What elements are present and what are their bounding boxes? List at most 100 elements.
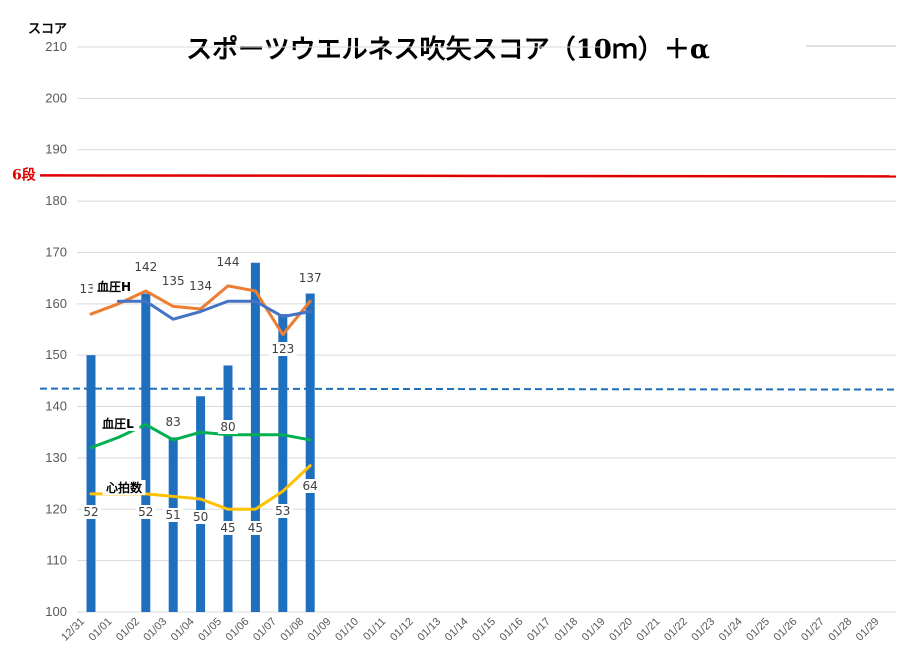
- x-tick-label: 01/06: [224, 616, 252, 644]
- data-label: 135: [162, 274, 185, 288]
- x-tick-label: 01/27: [799, 616, 827, 644]
- series-label-bg: [92, 279, 136, 294]
- chart-title: スポーツウエルネス吹矢スコア（10ｍ）＋α: [186, 34, 710, 65]
- data-label: 123: [271, 342, 294, 356]
- y-tick-label: 160: [45, 296, 67, 311]
- series-line: [89, 284, 312, 337]
- bar: [223, 365, 233, 612]
- y-tick-label: 140: [45, 399, 67, 414]
- data-label: 137: [299, 271, 322, 285]
- data-label-bg: [300, 479, 321, 493]
- data-label-bg: [218, 420, 238, 434]
- y-tick-label: 100: [45, 604, 67, 619]
- data-label-bg: [245, 521, 266, 535]
- data-label: 144: [217, 255, 240, 269]
- series-line: [89, 423, 312, 450]
- data-label-bg: [135, 505, 156, 519]
- bar: [250, 262, 260, 612]
- x-tick-label: 01/03: [141, 616, 169, 644]
- y-tick-label: 180: [45, 193, 67, 208]
- bars: [86, 262, 315, 612]
- x-tick-label: 01/29: [854, 616, 882, 644]
- reference-lines: 6段: [12, 166, 897, 391]
- x-tick-label: 01/02: [114, 616, 142, 644]
- y-tick-label: 120: [45, 501, 67, 516]
- bar: [86, 355, 96, 612]
- data-label: 45: [220, 521, 235, 535]
- x-tick-label: 01/07: [251, 616, 279, 644]
- bar: [141, 293, 151, 612]
- x-tick-label: 01/26: [772, 616, 800, 644]
- x-tick-label: 01/23: [689, 616, 717, 644]
- x-tick-label: 01/20: [607, 616, 635, 644]
- x-tick-labels: 12/31 01/01 01/02 01/03 01/04 01/05 01/06 01/07…: [59, 616, 882, 644]
- reference-line-label: 6段: [12, 166, 36, 183]
- bar: [278, 314, 288, 612]
- data-label-bg: [186, 279, 215, 293]
- series-label: 心拍数: [106, 480, 143, 495]
- data-label: 52: [83, 505, 98, 519]
- data-label-bg: [159, 274, 188, 288]
- y-tick-label: 110: [46, 553, 67, 568]
- x-tick-label: 12/31: [59, 616, 87, 644]
- x-tick-label: 01/04: [169, 616, 197, 644]
- y-tick-label: 200: [45, 90, 67, 105]
- data-label-bg: [163, 415, 184, 429]
- data-label-bg: [81, 505, 101, 519]
- x-tick-label: 01/19: [580, 616, 608, 644]
- series-label: 血圧H: [97, 279, 131, 294]
- grid: [77, 46, 896, 613]
- data-label: 45: [248, 521, 263, 535]
- y-tick-label: 130: [45, 450, 67, 465]
- series-label-bg: [96, 416, 140, 431]
- series-line: [116, 299, 312, 321]
- data-label-bg: [163, 508, 184, 522]
- x-tick-label: 01/05: [196, 616, 224, 644]
- x-tick-label: 01/21: [635, 616, 663, 644]
- data-label: 64: [303, 479, 318, 493]
- x-tick-label: 01/17: [525, 616, 553, 644]
- bar: [305, 293, 315, 612]
- y-tick-label: 190: [45, 142, 67, 157]
- y-tick-label: 210: [45, 39, 67, 54]
- y-tick-label: 150: [45, 347, 67, 362]
- reference-line: [39, 387, 897, 391]
- x-tick-label: 01/28: [826, 616, 854, 644]
- x-tick-label: 01/11: [361, 616, 388, 643]
- x-tick-label: 01/18: [552, 616, 580, 644]
- data-label: 134: [189, 279, 212, 293]
- x-tick-label: 01/24: [717, 616, 745, 644]
- data-label-bg: [218, 521, 238, 535]
- x-tick-label: 01/15: [470, 616, 498, 644]
- x-tick-label: 01/12: [388, 616, 416, 644]
- data-label-bg: [272, 504, 293, 518]
- x-tick-label: 01/09: [306, 616, 334, 644]
- data-label: 50: [193, 510, 208, 524]
- data-label: 53: [275, 504, 290, 518]
- x-tick-label: 01/10: [333, 616, 361, 644]
- data-label-bg: [214, 255, 242, 269]
- series-label: 血圧L: [102, 416, 134, 431]
- data-label: 80: [220, 420, 235, 434]
- data-label: 51: [166, 508, 181, 522]
- x-tick-label: 01/16: [498, 616, 526, 644]
- data-label-bg: [190, 510, 211, 524]
- x-tick-label: 01/13: [415, 616, 443, 644]
- x-tick-label: 01/25: [744, 616, 772, 644]
- data-label-bg: [131, 260, 160, 274]
- reference-line: [39, 174, 897, 178]
- y-tick-labels: 100 110 120 130 140 150 160 170 180 190 200 210: [45, 39, 67, 619]
- x-tick-label: 01/01: [87, 616, 115, 644]
- x-tick-label: 01/08: [278, 616, 306, 644]
- data-label: 142: [134, 260, 157, 274]
- x-tick-label: 01/14: [443, 616, 471, 644]
- data-label-bg: [296, 271, 325, 285]
- data-label: 83: [166, 415, 181, 429]
- bar: [196, 396, 206, 612]
- bar: [168, 437, 178, 612]
- data-label: 52: [138, 505, 153, 519]
- x-tick-label: 01/22: [662, 616, 690, 644]
- y-axis-title: スコア: [28, 22, 67, 37]
- data-label-bg: [268, 342, 297, 356]
